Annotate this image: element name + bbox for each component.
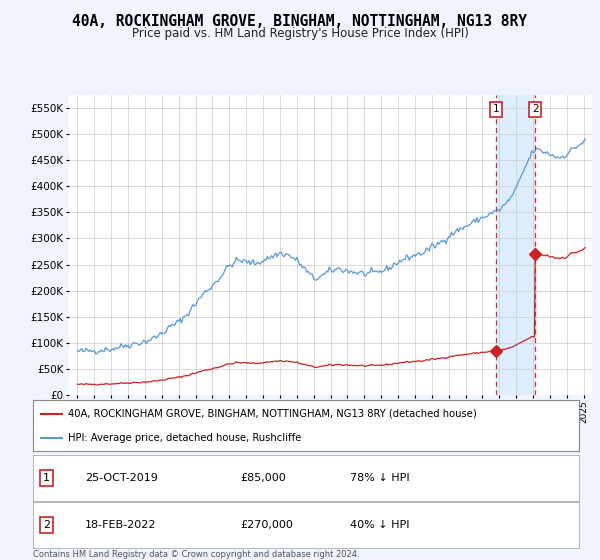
Text: 40% ↓ HPI: 40% ↓ HPI: [350, 520, 409, 530]
Text: 18-FEB-2022: 18-FEB-2022: [85, 520, 157, 530]
Text: 2: 2: [532, 104, 538, 114]
Text: Price paid vs. HM Land Registry's House Price Index (HPI): Price paid vs. HM Land Registry's House …: [131, 27, 469, 40]
Text: HPI: Average price, detached house, Rushcliffe: HPI: Average price, detached house, Rush…: [68, 433, 302, 443]
Text: £85,000: £85,000: [241, 473, 286, 483]
Text: 40A, ROCKINGHAM GROVE, BINGHAM, NOTTINGHAM, NG13 8RY (detached house): 40A, ROCKINGHAM GROVE, BINGHAM, NOTTINGH…: [68, 408, 477, 418]
Text: 78% ↓ HPI: 78% ↓ HPI: [350, 473, 409, 483]
Text: Contains HM Land Registry data © Crown copyright and database right 2024.
This d: Contains HM Land Registry data © Crown c…: [33, 550, 359, 560]
Text: 1: 1: [43, 473, 50, 483]
Text: 25-OCT-2019: 25-OCT-2019: [85, 473, 158, 483]
Bar: [496, 95, 535, 395]
Text: 1: 1: [493, 104, 500, 114]
Text: £270,000: £270,000: [241, 520, 293, 530]
Text: 2: 2: [43, 520, 50, 530]
Text: 40A, ROCKINGHAM GROVE, BINGHAM, NOTTINGHAM, NG13 8RY: 40A, ROCKINGHAM GROVE, BINGHAM, NOTTINGH…: [73, 14, 527, 29]
